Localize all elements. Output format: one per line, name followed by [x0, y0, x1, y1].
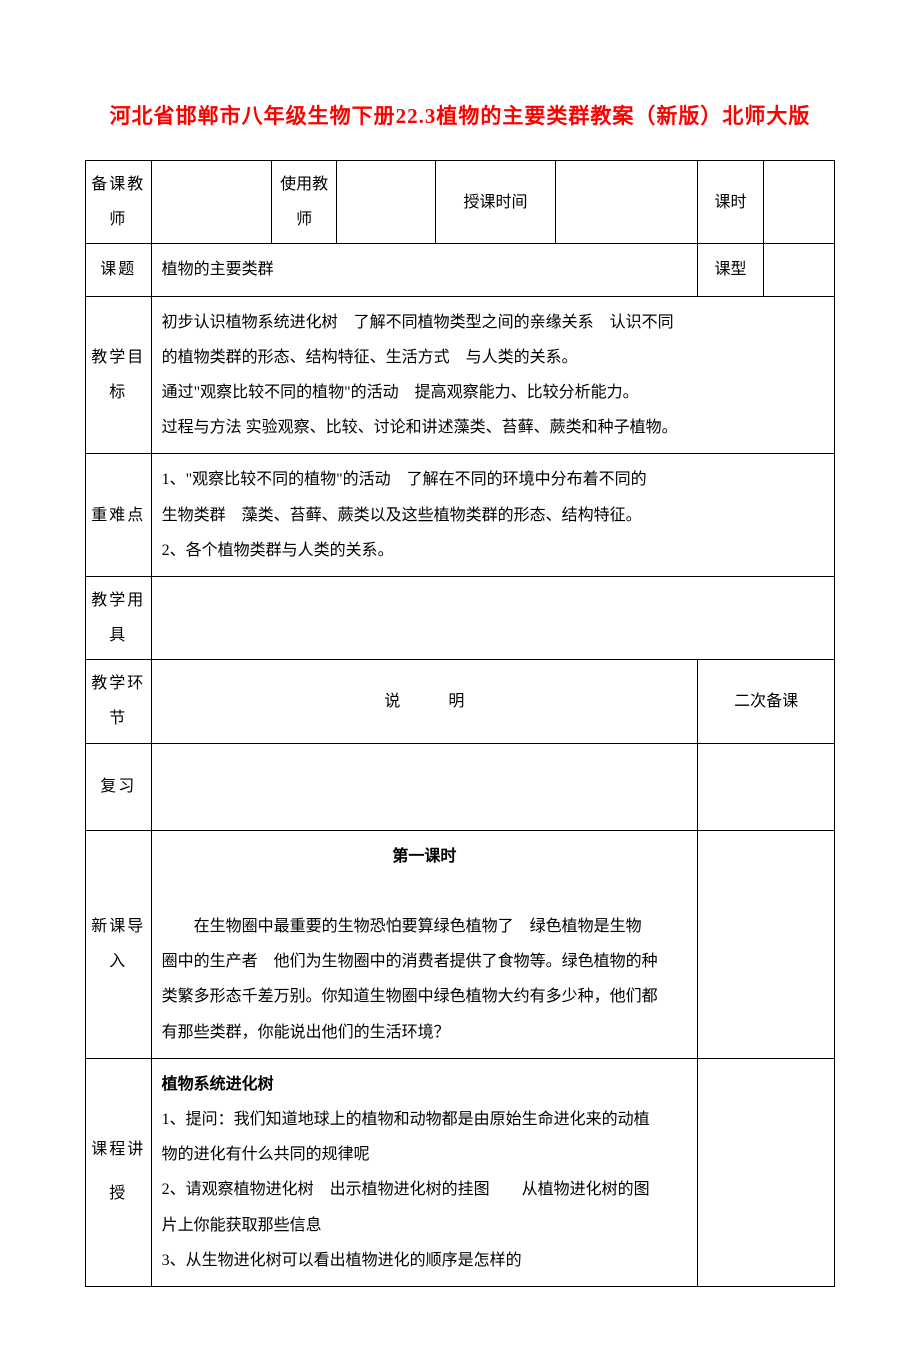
review-row: 复习: [86, 743, 835, 830]
keypoints-label: 重难点: [86, 454, 152, 577]
intro-line-2: 圈中的生产者 他们为生物圈中的消费者提供了食物等。绿色植物的种: [162, 953, 658, 970]
lecture-row: 课程讲授 植物系统进化树 1、提问：我们知道地球上的植物和动物都是由原始生命进化…: [86, 1058, 835, 1286]
lesson-plan-table: 备课教师 使用教师 授课时间 课时 课题 植物的主要类群 课型 教学目标 初步认…: [85, 160, 835, 1287]
tools-content: [151, 576, 834, 659]
topic-label: 课题: [86, 244, 152, 296]
type-value: [763, 244, 834, 296]
lecture-content: 植物系统进化树 1、提问：我们知道地球上的植物和动物都是由原始生命进化来的动植 …: [151, 1058, 698, 1286]
lecture-heading: 植物系统进化树: [162, 1076, 274, 1093]
use-teacher-label: 使用教师: [271, 161, 337, 244]
teach-time-label: 授课时间: [435, 161, 555, 244]
topic-row: 课题 植物的主要类群 课型: [86, 244, 835, 296]
type-label: 课型: [698, 244, 764, 296]
lecture-line-3: 2、请观察植物进化树 出示植物进化树的挂图 从植物进化树的图: [162, 1181, 650, 1198]
keypoints-content: 1、"观察比较不同的植物"的活动 了解在不同的环境中分布着不同的 生物类群 藻类…: [151, 454, 834, 577]
steps-label: 教学环节: [86, 660, 152, 743]
lecture-line-5: 3、从生物进化树可以看出植物进化的顺序是怎样的: [162, 1252, 522, 1269]
intro-notes: [698, 830, 835, 1058]
review-label: 复习: [86, 743, 152, 830]
review-content: [151, 743, 698, 830]
intro-line-4: 有那些类群，你能说出他们的生活环境？: [162, 1024, 450, 1041]
key-line-2: 生物类群 藻类、苔藓、蕨类以及这些植物类群的形态、结构特征。: [162, 507, 642, 524]
tools-label: 教学用具: [86, 576, 152, 659]
keypoints-row: 重难点 1、"观察比较不同的植物"的活动 了解在不同的环境中分布着不同的 生物类…: [86, 454, 835, 577]
teach-time-value: [556, 161, 698, 244]
key-line-3: 2、各个植物类群与人类的关系。: [162, 542, 394, 559]
goals-line-2: 的植物类群的形态、结构特征、生活方式 与人类的关系。: [162, 349, 578, 366]
review-notes: [698, 743, 835, 830]
goals-line-1: 初步认识植物系统进化树 了解不同植物类型之间的亲缘关系 认识不同: [162, 314, 674, 331]
goals-content: 初步认识植物系统进化树 了解不同植物类型之间的亲缘关系 认识不同 的植物类群的形…: [151, 296, 834, 454]
lecture-label: 课程讲授: [86, 1058, 152, 1286]
document-page: 河北省邯郸市八年级生物下册22.3植物的主要类群教案（新版）北师大版 备课教师 …: [0, 0, 920, 1347]
goals-line-4: 过程与方法 实验观察、比较、讨论和讲述藻类、苔藓、蕨类和种子植物。: [162, 419, 678, 436]
steps-header-row: 教学环节 说 明 二次备课: [86, 660, 835, 743]
lecture-notes: [698, 1058, 835, 1286]
intro-line-1: 在生物圈中最重要的生物恐怕要算绿色植物了 绿色植物是生物: [162, 909, 642, 944]
intro-line-3: 类繁多形态千差万别。你知道生物圈中绿色植物大约有多少种，他们都: [162, 988, 658, 1005]
lecture-line-2: 物的进化有什么共同的规律呢: [162, 1146, 370, 1163]
topic-value: 植物的主要类群: [151, 244, 698, 296]
intro-content: 第一课时 在生物圈中最重要的生物恐怕要算绿色植物了 绿色植物是生物 圈中的生产者…: [151, 830, 698, 1058]
tools-row: 教学用具: [86, 576, 835, 659]
goals-row: 教学目标 初步认识植物系统进化树 了解不同植物类型之间的亲缘关系 认识不同 的植…: [86, 296, 835, 454]
periods-value: [763, 161, 834, 244]
use-teacher-value: [337, 161, 435, 244]
lecture-line-4: 片上你能获取那些信息: [162, 1217, 322, 1234]
intro-label: 新课导入: [86, 830, 152, 1058]
document-title: 河北省邯郸市八年级生物下册22.3植物的主要类群教案（新版）北师大版: [85, 100, 835, 130]
lesson-1-title: 第一课时: [162, 839, 688, 874]
periods-label: 课时: [698, 161, 764, 244]
goals-label: 教学目标: [86, 296, 152, 454]
intro-row: 新课导入 第一课时 在生物圈中最重要的生物恐怕要算绿色植物了 绿色植物是生物 圈…: [86, 830, 835, 1058]
lecture-line-1: 1、提问：我们知道地球上的植物和动物都是由原始生命进化来的动植: [162, 1111, 650, 1128]
key-line-1: 1、"观察比较不同的植物"的活动 了解在不同的环境中分布着不同的: [162, 471, 647, 488]
second-prep-label: 二次备课: [698, 660, 835, 743]
meta-row: 备课教师 使用教师 授课时间 课时: [86, 161, 835, 244]
explain-label: 说 明: [151, 660, 698, 743]
goals-line-3: 通过"观察比较不同的植物"的活动 提高观察能力、比较分析能力。: [162, 384, 639, 401]
prep-teacher-value: [151, 161, 271, 244]
prep-teacher-label: 备课教师: [86, 161, 152, 244]
